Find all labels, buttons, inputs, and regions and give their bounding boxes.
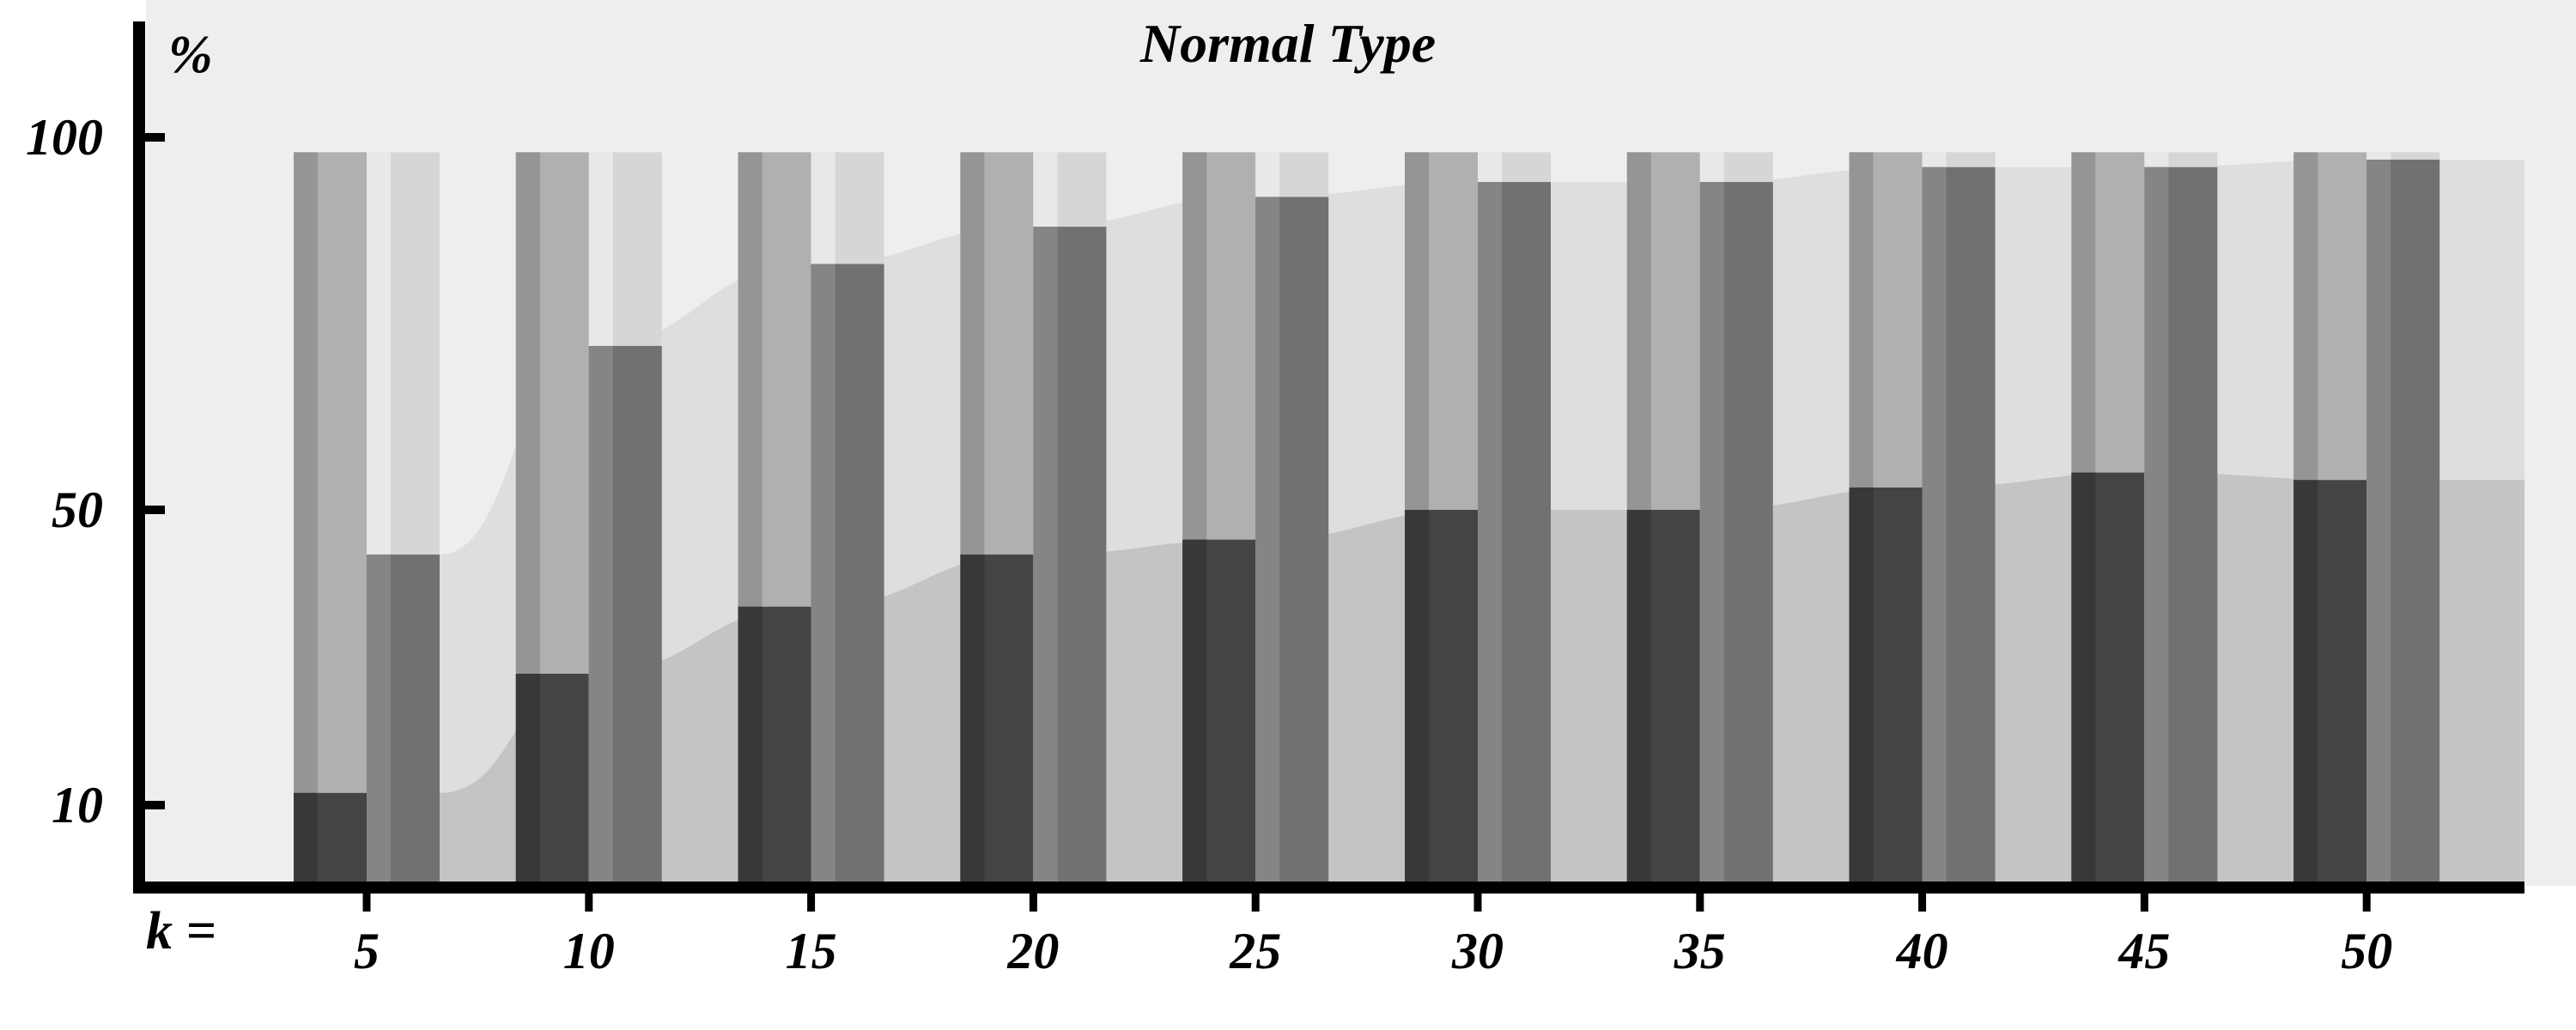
x-ticks: 5 10 15 20 25 30 35 40 45 50 [354, 884, 2392, 979]
bar-series1-shade [1626, 510, 1651, 882]
y-axis-label: % [168, 26, 213, 84]
bar-group [515, 152, 662, 883]
bar-groups [294, 152, 2440, 883]
bar-series1-shade [1849, 487, 1874, 882]
bar-group [2071, 152, 2218, 883]
x-tick-label: 20 [1006, 923, 1059, 979]
bar-group [1405, 152, 1551, 883]
bar-series1-shade [1182, 539, 1207, 882]
bar-series2-shade [1922, 167, 1947, 883]
bar-series1-shade [515, 673, 540, 882]
bar-series2-shade [588, 346, 613, 882]
x-tick-label: 10 [563, 923, 615, 979]
bar-series1-edge [294, 152, 318, 883]
y-tick-label: 50 [52, 482, 103, 538]
x-tick-label: 50 [2341, 923, 2392, 979]
x-tick-label: 30 [1451, 923, 1504, 979]
bar-group [738, 152, 884, 883]
bar-group [2293, 152, 2440, 883]
x-tick-label: 5 [354, 923, 380, 979]
bar-series2-shade [367, 554, 391, 882]
bar-group [1182, 152, 1329, 883]
x-tick-label: 35 [1674, 923, 1726, 979]
bar-series2-shade [811, 264, 835, 882]
bar-series1-shade [960, 554, 985, 882]
bar-group [1849, 152, 1996, 883]
bar-series2-shade [1699, 182, 1724, 882]
y-tick-label: 100 [26, 109, 103, 166]
y-ticks: 10 50 100 [26, 109, 165, 833]
y-tick-label: 10 [52, 777, 103, 833]
bar-group [294, 152, 440, 883]
bar-series2-shade [1033, 227, 1058, 882]
x-tick-label: 40 [1896, 923, 1948, 979]
bar-series2-shade [2144, 167, 2169, 883]
x-tick-label: 15 [786, 923, 837, 979]
bar-series1-shade [2071, 472, 2096, 882]
bar-series2-shade [1255, 197, 1280, 882]
x-tick-label: 25 [1229, 923, 1281, 979]
bar-series1-shade [294, 792, 318, 882]
bar-group [1626, 152, 1773, 883]
chart-title: Normal Type [1139, 13, 1436, 74]
bar-group [960, 152, 1107, 883]
bar-series2-shade [1478, 182, 1502, 882]
x-axis-label: k = [146, 902, 216, 960]
bar-series2-shade [2366, 160, 2391, 883]
bar-series1-shade [738, 606, 762, 882]
bar-series1-shade [2293, 480, 2318, 882]
bar-series1-shade [1405, 510, 1429, 882]
x-tick-label: 45 [2117, 923, 2170, 979]
